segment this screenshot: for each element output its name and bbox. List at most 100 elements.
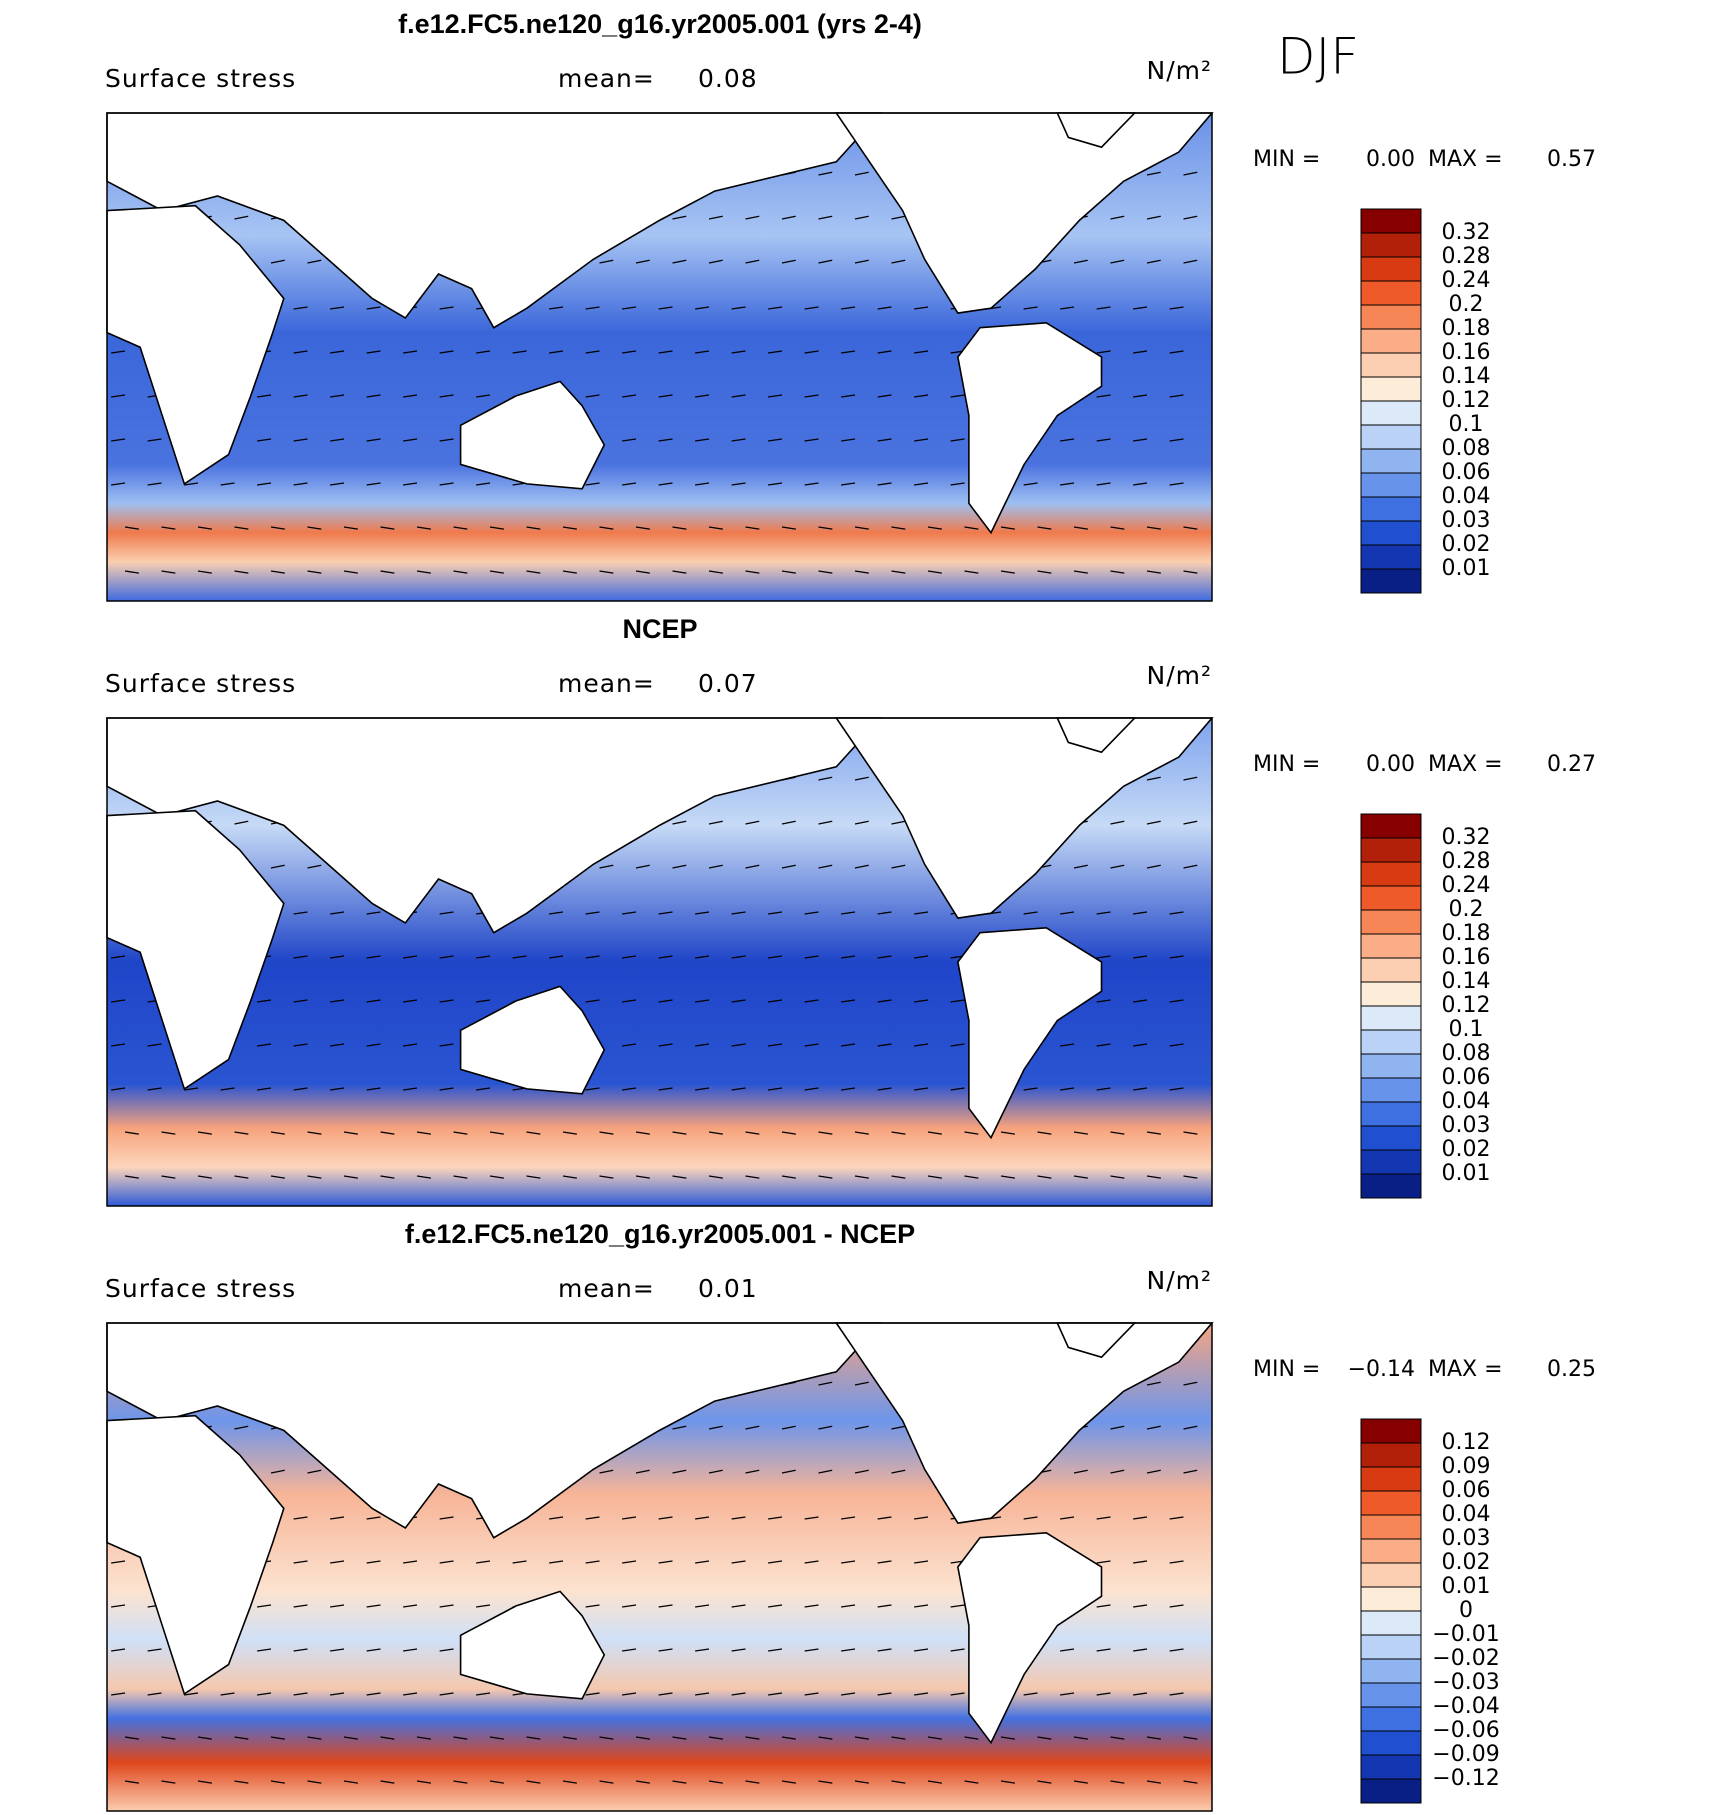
wind-arrow xyxy=(330,1087,345,1091)
wind-arrow xyxy=(818,1175,833,1179)
wind-arrow xyxy=(768,306,783,310)
wind-arrow xyxy=(781,1131,796,1135)
panel-title: NCEP xyxy=(622,614,697,644)
wind-arrow xyxy=(1133,1516,1148,1520)
colorbar-box xyxy=(1360,1053,1422,1079)
wind-arrow xyxy=(927,570,942,574)
wind-arrow xyxy=(197,1131,212,1135)
wind-arrow xyxy=(745,1131,760,1135)
land xyxy=(834,112,1214,314)
wind-arrow xyxy=(439,1516,454,1520)
wind-arrow xyxy=(585,1692,600,1696)
wind-arrow xyxy=(234,526,249,530)
wind-arrow xyxy=(768,482,783,486)
wind-arrow xyxy=(599,1131,614,1135)
wind-arrow xyxy=(731,306,746,310)
colorbar-label: 0.09 xyxy=(1442,1454,1491,1479)
max-label: MAX = xyxy=(1428,147,1503,172)
wind-arrow xyxy=(293,911,308,915)
wind-arrow xyxy=(745,259,760,264)
wind-arrow xyxy=(658,394,673,398)
wind-arrow xyxy=(1169,1516,1184,1520)
wind-arrow xyxy=(841,955,856,959)
wind-arrow xyxy=(731,350,746,354)
wind-arrow xyxy=(964,1736,979,1740)
wind-arrow xyxy=(403,1692,418,1696)
wind-arrow xyxy=(1146,864,1161,869)
wind-arrow xyxy=(731,1560,746,1564)
wind-arrow xyxy=(818,776,833,781)
wind-arrow xyxy=(891,864,906,869)
wind-arrow xyxy=(1037,1780,1052,1784)
wind-arrow xyxy=(818,1736,833,1740)
wind-arrow xyxy=(1000,1780,1015,1784)
wind-arrow xyxy=(818,526,833,530)
wind-arrow xyxy=(147,1043,162,1047)
wind-arrow xyxy=(877,350,892,354)
wind-arrow xyxy=(695,1516,710,1520)
wind-arrow xyxy=(891,215,906,220)
colorbar-label: 0.02 xyxy=(1442,532,1491,557)
wind-arrow xyxy=(124,1175,139,1179)
wind-arrow xyxy=(745,1736,760,1740)
wind-arrow xyxy=(768,350,783,354)
wind-arrow xyxy=(380,1780,395,1784)
wind-arrow xyxy=(818,259,833,264)
land xyxy=(459,985,606,1095)
wind-arrow xyxy=(635,1131,650,1135)
wind-arrow xyxy=(658,1692,673,1696)
min-value: −0.14 xyxy=(1348,1357,1415,1382)
wind-arrow xyxy=(877,1560,892,1564)
wind-arrow xyxy=(161,1780,176,1784)
wind-arrow xyxy=(257,999,272,1003)
wind-arrow xyxy=(818,1381,833,1386)
wind-arrow xyxy=(877,1604,892,1608)
wind-arrow xyxy=(781,526,796,530)
wind-arrow xyxy=(854,570,869,574)
wind-arrow xyxy=(161,570,176,574)
wind-arrow xyxy=(854,820,869,825)
wind-arrow xyxy=(1183,526,1198,530)
land xyxy=(834,717,1214,919)
wind-arrow xyxy=(562,570,577,574)
wind-arrow xyxy=(1146,1381,1161,1386)
colorbar-label: 0.12 xyxy=(1442,388,1491,413)
wind-arrow xyxy=(366,350,381,354)
wind-arrow xyxy=(1096,350,1111,354)
wind-arrow xyxy=(854,1780,869,1784)
wind-arrow xyxy=(403,394,418,398)
wind-arrow xyxy=(950,1604,965,1608)
wind-arrow xyxy=(380,1736,395,1740)
wind-arrow xyxy=(197,1736,212,1740)
wind-arrow xyxy=(270,1175,285,1179)
colorbar-box xyxy=(1360,813,1422,839)
wind-arrow xyxy=(658,1516,673,1520)
wind-arrow xyxy=(635,864,650,869)
wind-arrow xyxy=(695,1604,710,1608)
wind-arrow xyxy=(1073,1131,1088,1135)
wind-arrow xyxy=(854,526,869,530)
wind-arrow xyxy=(768,1692,783,1696)
wind-arrow xyxy=(672,526,687,530)
wind-arrow xyxy=(476,999,491,1003)
wind-arrow xyxy=(585,1516,600,1520)
wind-arrow xyxy=(768,1043,783,1047)
wind-arrow xyxy=(1096,911,1111,915)
units-label: N/m² xyxy=(1147,661,1213,690)
wind-arrow xyxy=(914,1648,929,1652)
wind-arrow xyxy=(877,482,892,486)
wind-arrow xyxy=(708,570,723,574)
map-frame xyxy=(106,112,1213,602)
wind-arrow xyxy=(672,570,687,574)
wind-arrow xyxy=(439,394,454,398)
wind-arrow xyxy=(695,306,710,310)
wind-arrow xyxy=(147,482,162,486)
colorbar-label: 0.2 xyxy=(1449,897,1484,922)
wind-arrow xyxy=(585,482,600,486)
wind-arrow xyxy=(841,438,856,442)
wind-arrow xyxy=(891,1425,906,1430)
wind-arrow xyxy=(891,1131,906,1135)
wind-arrow xyxy=(1096,482,1111,486)
colorbar-box xyxy=(1360,304,1422,330)
colorbar-label: 0.14 xyxy=(1442,364,1491,389)
